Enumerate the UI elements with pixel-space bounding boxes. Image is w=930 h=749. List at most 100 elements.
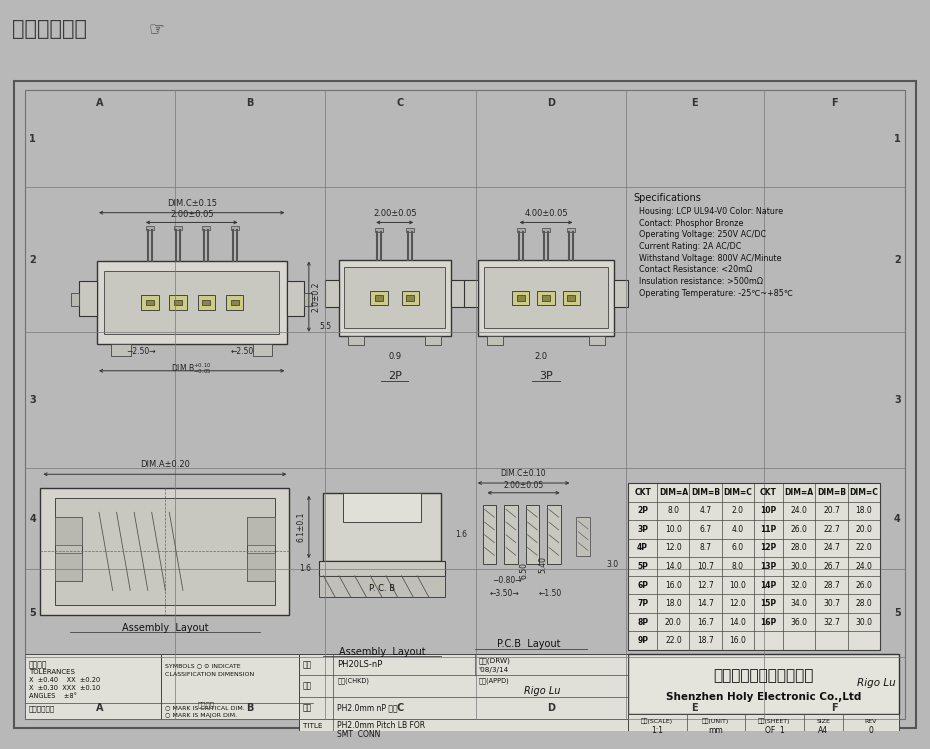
Bar xyxy=(162,654,312,719)
Bar xyxy=(325,280,339,307)
Text: D: D xyxy=(547,98,555,109)
Text: −0.80→: −0.80→ xyxy=(492,576,522,585)
Bar xyxy=(589,336,605,345)
Text: CKT: CKT xyxy=(634,488,651,497)
Text: 7P: 7P xyxy=(637,599,648,608)
Text: −2.50→: −2.50→ xyxy=(126,347,156,356)
Text: PH2.0mm Pitch LB FOR: PH2.0mm Pitch LB FOR xyxy=(338,721,425,730)
Text: 张数(SHEET): 张数(SHEET) xyxy=(758,718,790,724)
Text: A4: A4 xyxy=(818,727,829,736)
Text: 5: 5 xyxy=(29,608,36,618)
Bar xyxy=(628,654,899,715)
Text: 30.0: 30.0 xyxy=(856,618,872,627)
Bar xyxy=(146,226,153,230)
Text: D: D xyxy=(547,703,555,712)
Text: SMT  CONN: SMT CONN xyxy=(338,730,380,739)
Text: '08/3/14: '08/3/14 xyxy=(479,667,509,673)
Text: DIM=B: DIM=B xyxy=(691,488,720,497)
Bar xyxy=(370,291,388,306)
Text: 6.0: 6.0 xyxy=(732,544,744,553)
Text: CKT: CKT xyxy=(760,488,777,497)
Text: 2: 2 xyxy=(894,255,901,264)
Text: 14.7: 14.7 xyxy=(698,599,714,608)
Bar xyxy=(478,259,615,336)
Bar xyxy=(483,506,497,564)
Text: 34.0: 34.0 xyxy=(790,599,808,608)
Text: 一般公差: 一般公差 xyxy=(29,661,47,670)
Text: 20.0: 20.0 xyxy=(856,525,872,534)
Text: 2P: 2P xyxy=(637,506,648,515)
Bar xyxy=(464,280,478,307)
Text: 10P: 10P xyxy=(761,506,777,515)
Text: DIM=C: DIM=C xyxy=(724,488,752,497)
Text: 24.0: 24.0 xyxy=(856,562,872,571)
Text: 2.00±0.05: 2.00±0.05 xyxy=(503,481,544,490)
Text: C: C xyxy=(397,98,405,109)
Text: 16.0: 16.0 xyxy=(729,636,746,645)
Text: 6.1±0.1: 6.1±0.1 xyxy=(297,512,306,542)
Text: DIM.C±0.10: DIM.C±0.10 xyxy=(500,469,546,478)
Text: 4.0: 4.0 xyxy=(732,525,744,534)
Bar xyxy=(169,294,187,310)
Text: SYMBOLS ○ ⊙ INDICATE: SYMBOLS ○ ⊙ INDICATE xyxy=(166,664,241,669)
Text: 4.00±0.05: 4.00±0.05 xyxy=(525,208,568,217)
Text: 2.0±0.2: 2.0±0.2 xyxy=(312,282,321,312)
Text: 26.7: 26.7 xyxy=(823,562,840,571)
Text: P. C. B: P. C. B xyxy=(369,584,395,593)
Text: 3: 3 xyxy=(29,395,36,405)
Bar xyxy=(406,228,414,232)
Bar xyxy=(349,336,364,345)
Text: 4.7: 4.7 xyxy=(699,506,711,515)
Bar xyxy=(375,294,383,300)
Text: 12.7: 12.7 xyxy=(698,580,714,589)
Text: 12P: 12P xyxy=(761,544,777,553)
Bar xyxy=(112,344,131,356)
Text: 28.0: 28.0 xyxy=(856,599,872,608)
Bar xyxy=(141,294,158,310)
Bar xyxy=(203,300,210,306)
Text: 6.50: 6.50 xyxy=(519,562,528,580)
Bar xyxy=(484,267,608,328)
Bar xyxy=(542,228,550,232)
Bar xyxy=(25,654,162,719)
Text: OF  1: OF 1 xyxy=(764,727,784,736)
Text: 4P: 4P xyxy=(637,544,648,553)
Text: B: B xyxy=(246,703,254,712)
Text: Specifications: Specifications xyxy=(634,193,702,203)
Bar xyxy=(542,294,550,300)
Text: 22.0: 22.0 xyxy=(665,636,682,645)
Bar xyxy=(487,336,503,345)
Text: 比例(SCALE): 比例(SCALE) xyxy=(641,718,673,724)
Text: Rigo Lu: Rigo Lu xyxy=(524,686,560,696)
Bar xyxy=(226,294,244,310)
Text: CLASSIFICATION DIMENSION: CLASSIFICATION DIMENSION xyxy=(166,673,255,677)
Text: 1: 1 xyxy=(894,133,901,144)
Text: 2P: 2P xyxy=(388,371,402,380)
Bar xyxy=(79,281,97,316)
Bar xyxy=(55,518,83,580)
Text: 1:1: 1:1 xyxy=(651,727,663,736)
Bar xyxy=(567,228,576,232)
Text: ☞: ☞ xyxy=(148,20,164,38)
Text: 36.0: 36.0 xyxy=(790,618,808,627)
Text: F: F xyxy=(831,98,838,109)
Text: 28.0: 28.0 xyxy=(790,544,807,553)
Text: Shenzhen Holy Electronic Co.,Ltd: Shenzhen Holy Electronic Co.,Ltd xyxy=(666,692,861,702)
Bar xyxy=(197,294,215,310)
Text: 2.00±0.05: 2.00±0.05 xyxy=(373,208,417,217)
Bar xyxy=(538,291,555,306)
Bar xyxy=(525,506,539,564)
Text: ←3.50→: ←3.50→ xyxy=(489,589,519,598)
Text: ○ MARK IS MAJOR DIM.: ○ MARK IS MAJOR DIM. xyxy=(166,713,237,718)
Text: 14P: 14P xyxy=(761,580,777,589)
Text: PH20LS-nP: PH20LS-nP xyxy=(338,660,382,669)
Bar xyxy=(231,300,239,306)
Text: 8P: 8P xyxy=(637,618,648,627)
Text: 10.0: 10.0 xyxy=(729,580,746,589)
Bar xyxy=(174,226,182,230)
Text: 30.7: 30.7 xyxy=(823,599,840,608)
Bar xyxy=(577,518,590,557)
Text: 12.0: 12.0 xyxy=(665,544,682,553)
Bar xyxy=(547,506,561,564)
Text: 2: 2 xyxy=(29,255,36,264)
